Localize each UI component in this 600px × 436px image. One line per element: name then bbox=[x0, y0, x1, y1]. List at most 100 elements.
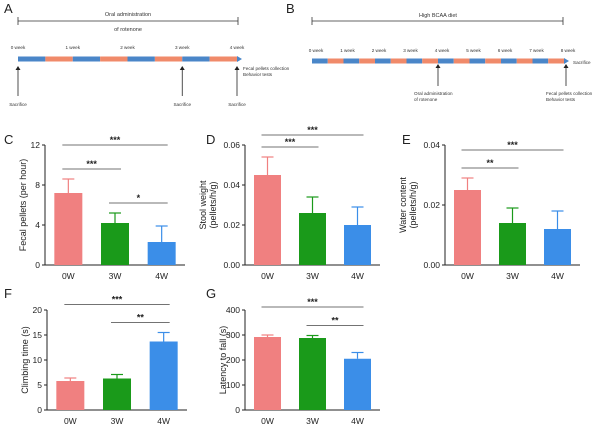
chart-e-y-tick-label: 0.00 bbox=[423, 260, 440, 270]
chart-c-x-tick-label: 3W bbox=[109, 271, 122, 281]
timeline-a-marker-arrowhead bbox=[179, 66, 185, 70]
timeline-b-week-label: 6 week bbox=[498, 48, 513, 53]
timeline-b-week-label: 8 week bbox=[561, 48, 576, 53]
chart-d-bar bbox=[299, 213, 326, 265]
chart-c-y-label-line: Fecal pellets (per hour) bbox=[18, 159, 28, 252]
timeline-b-segment-blue bbox=[375, 58, 391, 64]
chart-g-sig-label: *** bbox=[307, 297, 318, 307]
chart-e-bar bbox=[454, 190, 481, 265]
timeline-b-segment-blue bbox=[501, 58, 517, 64]
timeline-b-segment-orange bbox=[453, 58, 470, 64]
timeline-a-segment-orange bbox=[154, 56, 183, 62]
chart-f-sig-label: ** bbox=[137, 313, 145, 323]
chart-d-y-label-line: (pellets/h/g) bbox=[208, 181, 218, 228]
panel-label-a: A bbox=[4, 1, 13, 16]
timeline-a-header-line2: of rotenone bbox=[114, 27, 142, 33]
panel-label-b: B bbox=[286, 1, 295, 16]
chart-c-y-label: Fecal pellets (per hour) bbox=[18, 159, 28, 252]
chart-g-y-tick-label: 400 bbox=[226, 305, 240, 315]
timeline-b-segment-orange bbox=[390, 58, 407, 64]
chart-f-y-tick-label: 15 bbox=[33, 330, 43, 340]
timeline-a-marker-label: Sacrifice bbox=[173, 102, 191, 107]
timeline-a-segment-orange bbox=[45, 56, 73, 62]
chart-c-y-tick-label: 12 bbox=[31, 140, 41, 150]
timeline-b-week-label: 0 week bbox=[309, 48, 324, 53]
chart-g-y-tick-label: 300 bbox=[226, 330, 240, 340]
timeline-b-segment-blue bbox=[438, 58, 454, 64]
chart-e: 0.00 0.02 0.04 Water content (pellets/h/g) 0W… bbox=[398, 140, 580, 281]
chart-g-y-tick-label: 100 bbox=[226, 380, 240, 390]
chart-e-sig-label: *** bbox=[507, 140, 518, 150]
chart-e-x-tick-label: 4W bbox=[551, 271, 564, 281]
timeline-b-segment-blue bbox=[469, 58, 486, 64]
timeline-a-segment-blue bbox=[18, 56, 46, 62]
chart-g-y-label: Latency to fall (s) bbox=[218, 326, 228, 395]
timeline-b-week-label: 2 week bbox=[372, 48, 387, 53]
timeline-b-segment-orange bbox=[516, 58, 533, 64]
chart-f-y-label: Climbing time (s) bbox=[20, 326, 30, 394]
chart-c-y-tick-label: 8 bbox=[35, 180, 40, 190]
chart-d-sig-label: *** bbox=[285, 137, 296, 147]
timeline-a-segment-blue bbox=[182, 56, 210, 62]
chart-e-y-label-line: (pellets/h/g) bbox=[408, 181, 418, 228]
timeline-b-segment-orange bbox=[422, 58, 438, 64]
chart-f-y-tick-label: 0 bbox=[37, 405, 42, 415]
timeline-b-segment-orange bbox=[359, 58, 375, 64]
chart-f-x-tick-label: 3W bbox=[111, 416, 124, 426]
timeline-a-segment-orange bbox=[209, 56, 237, 62]
chart-d-y-tick-label: 0.04 bbox=[223, 180, 240, 190]
timeline-b-segment-orange bbox=[548, 58, 564, 64]
chart-d: 0.00 0.02 0.04 0.06 Stool weight (pellets/h/g… bbox=[198, 125, 380, 281]
chart-e-y-tick-label: 0.04 bbox=[423, 140, 440, 150]
chart-e-x-tick-label: 3W bbox=[506, 271, 519, 281]
timeline-a-header-line1: Oral administration bbox=[105, 12, 151, 18]
chart-e-y-label: Water content (pellets/h/g) bbox=[398, 177, 418, 233]
timeline-a: Oral administration of rotenone 0 week 1 … bbox=[9, 12, 289, 107]
chart-f-y-label-line: Climbing time (s) bbox=[20, 326, 30, 394]
panel-label-d: D bbox=[206, 132, 215, 147]
chart-d-y-tick-label: 0.00 bbox=[223, 260, 240, 270]
timeline-a-marker-label: Sacrifice bbox=[9, 102, 27, 107]
chart-g: 0 100 200 300 400 Latency to fall (s) 0W 3W 4W **… bbox=[218, 297, 380, 426]
timeline-b-right-label-1: Fecal pellets collection bbox=[546, 91, 593, 96]
chart-d-y-label-line: Stool weight bbox=[198, 180, 208, 230]
chart-d-bar bbox=[344, 225, 371, 265]
chart-f-x-tick-label: 0W bbox=[64, 416, 77, 426]
timeline-b-arrowhead bbox=[564, 58, 569, 64]
panel-label-g: G bbox=[206, 286, 216, 301]
timeline-b-segment-blue bbox=[406, 58, 423, 64]
chart-c-sig-label: *** bbox=[86, 159, 97, 169]
chart-c-bar bbox=[54, 193, 83, 265]
chart-d-y-tick-label: 0.02 bbox=[223, 220, 240, 230]
timeline-b-week-label: 4 week bbox=[435, 48, 450, 53]
timeline-b-week-label: 5 week bbox=[466, 48, 481, 53]
timeline-b-segment-blue bbox=[343, 58, 360, 64]
chart-f-bar bbox=[56, 381, 85, 410]
timeline-b-right-label-2: Behavior tests bbox=[546, 97, 576, 102]
timeline-a-right-label-1: Fecal pellets collection bbox=[243, 66, 290, 71]
chart-d-x-tick-label: 4W bbox=[351, 271, 364, 281]
chart-g-y-label-line: Latency to fall (s) bbox=[218, 326, 228, 395]
timeline-b-segment-blue bbox=[532, 58, 549, 64]
timeline-b-segment-orange bbox=[327, 58, 344, 64]
chart-d-x-tick-label: 0W bbox=[261, 271, 274, 281]
chart-g-y-tick-label: 200 bbox=[226, 355, 240, 365]
chart-c-y-tick-label: 4 bbox=[35, 220, 40, 230]
chart-c-x-tick-label: 0W bbox=[62, 271, 75, 281]
timeline-b-rotenone-arrowhead bbox=[435, 64, 441, 68]
chart-c-bar bbox=[101, 223, 129, 265]
chart-f-y-tick-label: 10 bbox=[33, 355, 43, 365]
chart-d-bar bbox=[254, 175, 281, 265]
timeline-a-week-label: 4 week bbox=[230, 45, 245, 50]
chart-e-bar bbox=[544, 229, 571, 265]
chart-f-x-tick-label: 4W bbox=[157, 416, 170, 426]
timeline-a-segment-orange bbox=[100, 56, 128, 62]
chart-f-sig-label: *** bbox=[112, 295, 123, 305]
timeline-a-week-label: 2 week bbox=[120, 45, 135, 50]
timeline-b-week-label: 3 week bbox=[403, 48, 418, 53]
timeline-a-arrowhead bbox=[237, 56, 242, 62]
chart-g-x-tick-label: 4W bbox=[351, 416, 364, 426]
